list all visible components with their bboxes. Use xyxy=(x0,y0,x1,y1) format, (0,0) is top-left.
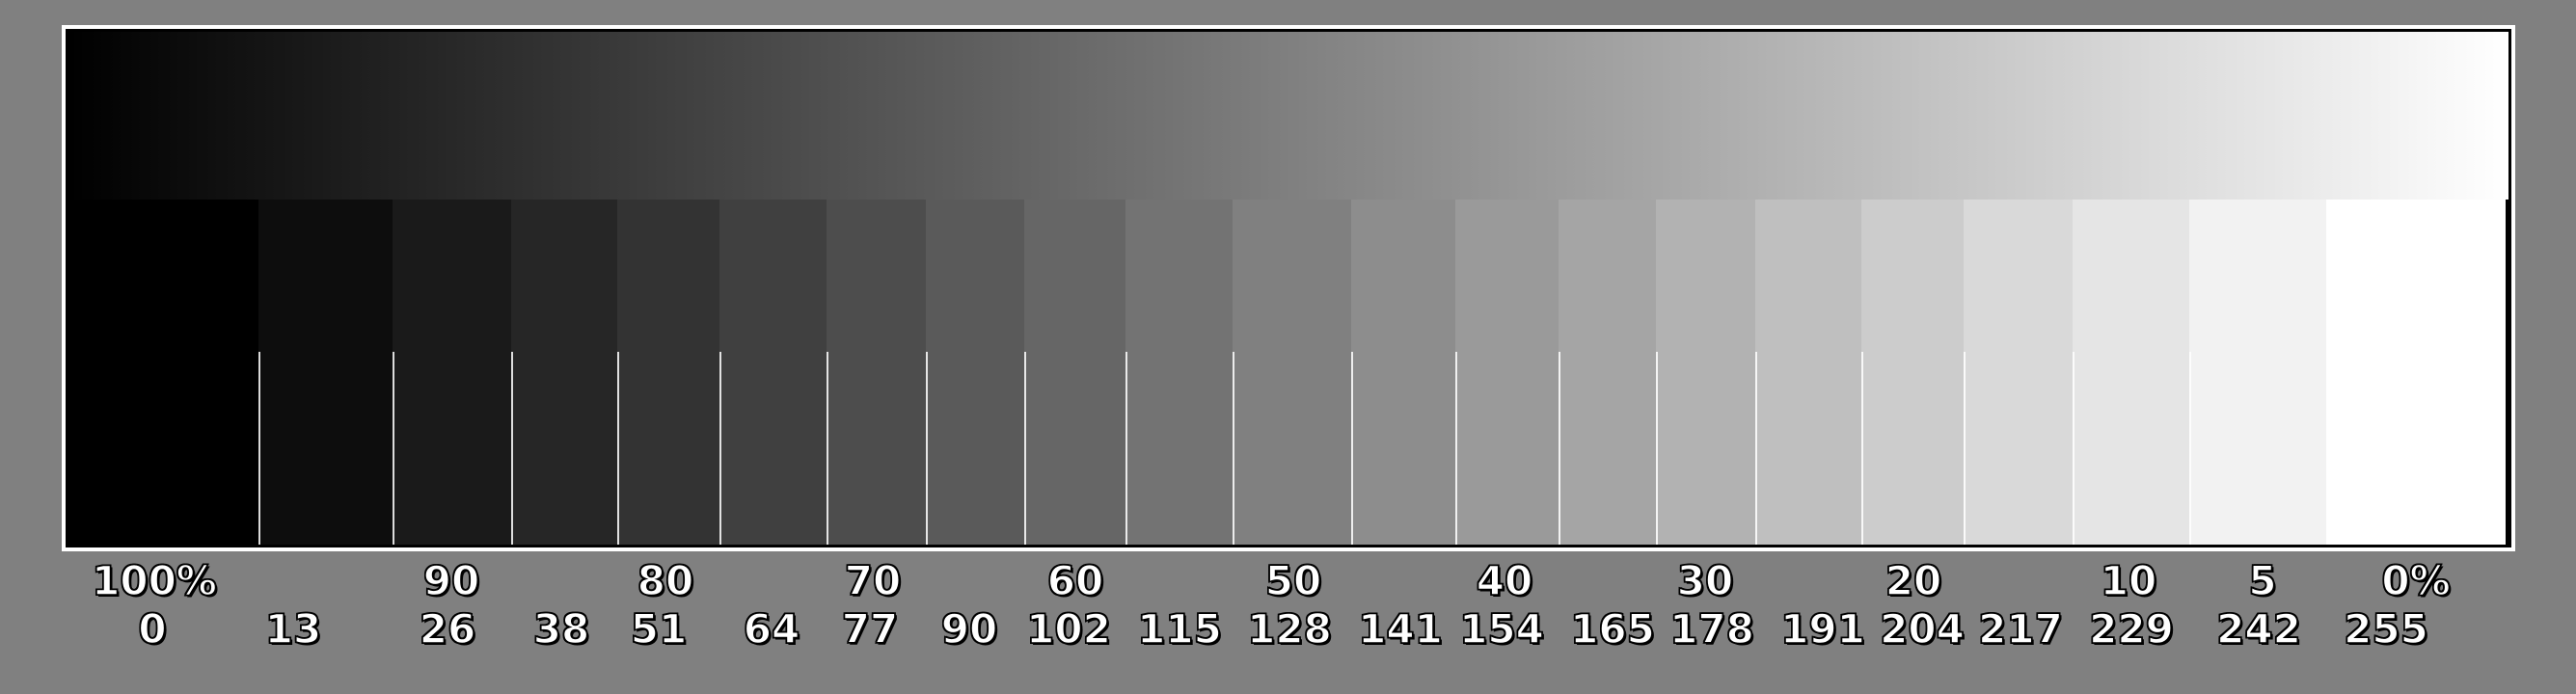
value-label-115: 115 xyxy=(1136,605,1222,653)
gray-patch-242 xyxy=(2189,200,2327,545)
grayscale-chart-frame xyxy=(62,25,2515,551)
patch-separator xyxy=(1755,351,1757,545)
gray-patch-165 xyxy=(1559,200,1657,545)
percent-label-80: 80 xyxy=(637,557,694,604)
value-label-165: 165 xyxy=(1569,605,1655,653)
gray-patch-77 xyxy=(827,200,927,545)
value-label-26: 26 xyxy=(419,605,476,653)
percent-label-5: 5 xyxy=(2248,557,2278,604)
value-label-90: 90 xyxy=(940,605,998,653)
value-label-0: 0 xyxy=(138,605,168,653)
gray-patch-204 xyxy=(1861,200,1965,545)
patch-separator xyxy=(393,351,394,545)
gray-patch-38 xyxy=(511,200,618,545)
patch-separator xyxy=(2073,351,2074,545)
gray-patch-141 xyxy=(1351,200,1456,545)
gray-patch-217 xyxy=(1964,200,2074,545)
patch-separator xyxy=(1351,351,1353,545)
patch-separator xyxy=(2189,351,2191,545)
percent-label-100: 100% xyxy=(91,557,217,604)
gray-patch-115 xyxy=(1125,200,1234,545)
patch-separator xyxy=(1125,351,1127,545)
grayscale-chart xyxy=(66,29,2511,547)
value-label-204: 204 xyxy=(1879,605,1965,653)
value-label-229: 229 xyxy=(2088,605,2174,653)
patch-separator xyxy=(926,351,928,545)
value-label-77: 77 xyxy=(841,605,899,653)
gray-patch-26 xyxy=(393,200,512,545)
gray-patch-178 xyxy=(1656,200,1756,545)
value-label-38: 38 xyxy=(532,605,590,653)
patch-separator xyxy=(827,351,828,545)
value-label-255: 255 xyxy=(2343,605,2428,653)
percent-label-20: 20 xyxy=(1885,557,1942,604)
value-label-191: 191 xyxy=(1779,605,1865,653)
gray-patch-13 xyxy=(258,200,393,545)
patch-separator xyxy=(1861,351,1863,545)
gray-patch-255 xyxy=(2326,200,2506,545)
value-label-178: 178 xyxy=(1668,605,1754,653)
percent-label-40: 40 xyxy=(1476,557,1533,604)
percent-label-30: 30 xyxy=(1676,557,1734,604)
gray-patch-0 xyxy=(68,200,259,545)
continuous-gradient-bar xyxy=(68,32,2508,200)
percent-label-90: 90 xyxy=(422,557,480,604)
patch-separator xyxy=(2326,351,2328,545)
value-label-141: 141 xyxy=(1357,605,1443,653)
value-label-242: 242 xyxy=(2215,605,2301,653)
value-label-217: 217 xyxy=(1977,605,2063,653)
percent-label-70: 70 xyxy=(844,557,902,604)
patch-separator xyxy=(1559,351,1560,545)
patch-separator xyxy=(719,351,721,545)
patch-separator xyxy=(1455,351,1457,545)
gray-patch-229 xyxy=(2073,200,2190,545)
percent-label-10: 10 xyxy=(2100,557,2157,604)
gray-patch-64 xyxy=(719,200,827,545)
gray-patch-128 xyxy=(1233,200,1352,545)
value-label-102: 102 xyxy=(1025,605,1111,653)
value-label-128: 128 xyxy=(1246,605,1332,653)
value-label-13: 13 xyxy=(264,605,322,653)
value-label-154: 154 xyxy=(1458,605,1544,653)
percent-label-50: 50 xyxy=(1264,557,1322,604)
percent-label-0: 0% xyxy=(2381,557,2452,604)
gray-step-patches xyxy=(68,200,2508,545)
value-label-51: 51 xyxy=(630,605,688,653)
gray-patch-154 xyxy=(1455,200,1559,545)
percent-label-60: 60 xyxy=(1046,557,1104,604)
gray-patch-90 xyxy=(926,200,1025,545)
patch-separator xyxy=(258,351,260,545)
patch-separator xyxy=(1964,351,1966,545)
patch-separator xyxy=(511,351,513,545)
patch-separator xyxy=(617,351,619,545)
gray-patch-191 xyxy=(1755,200,1862,545)
patch-separator xyxy=(1233,351,1234,545)
patch-separator xyxy=(1024,351,1026,545)
gray-patch-51 xyxy=(617,200,720,545)
patch-separator xyxy=(1656,351,1658,545)
value-label-64: 64 xyxy=(743,605,800,653)
gray-patch-102 xyxy=(1024,200,1126,545)
